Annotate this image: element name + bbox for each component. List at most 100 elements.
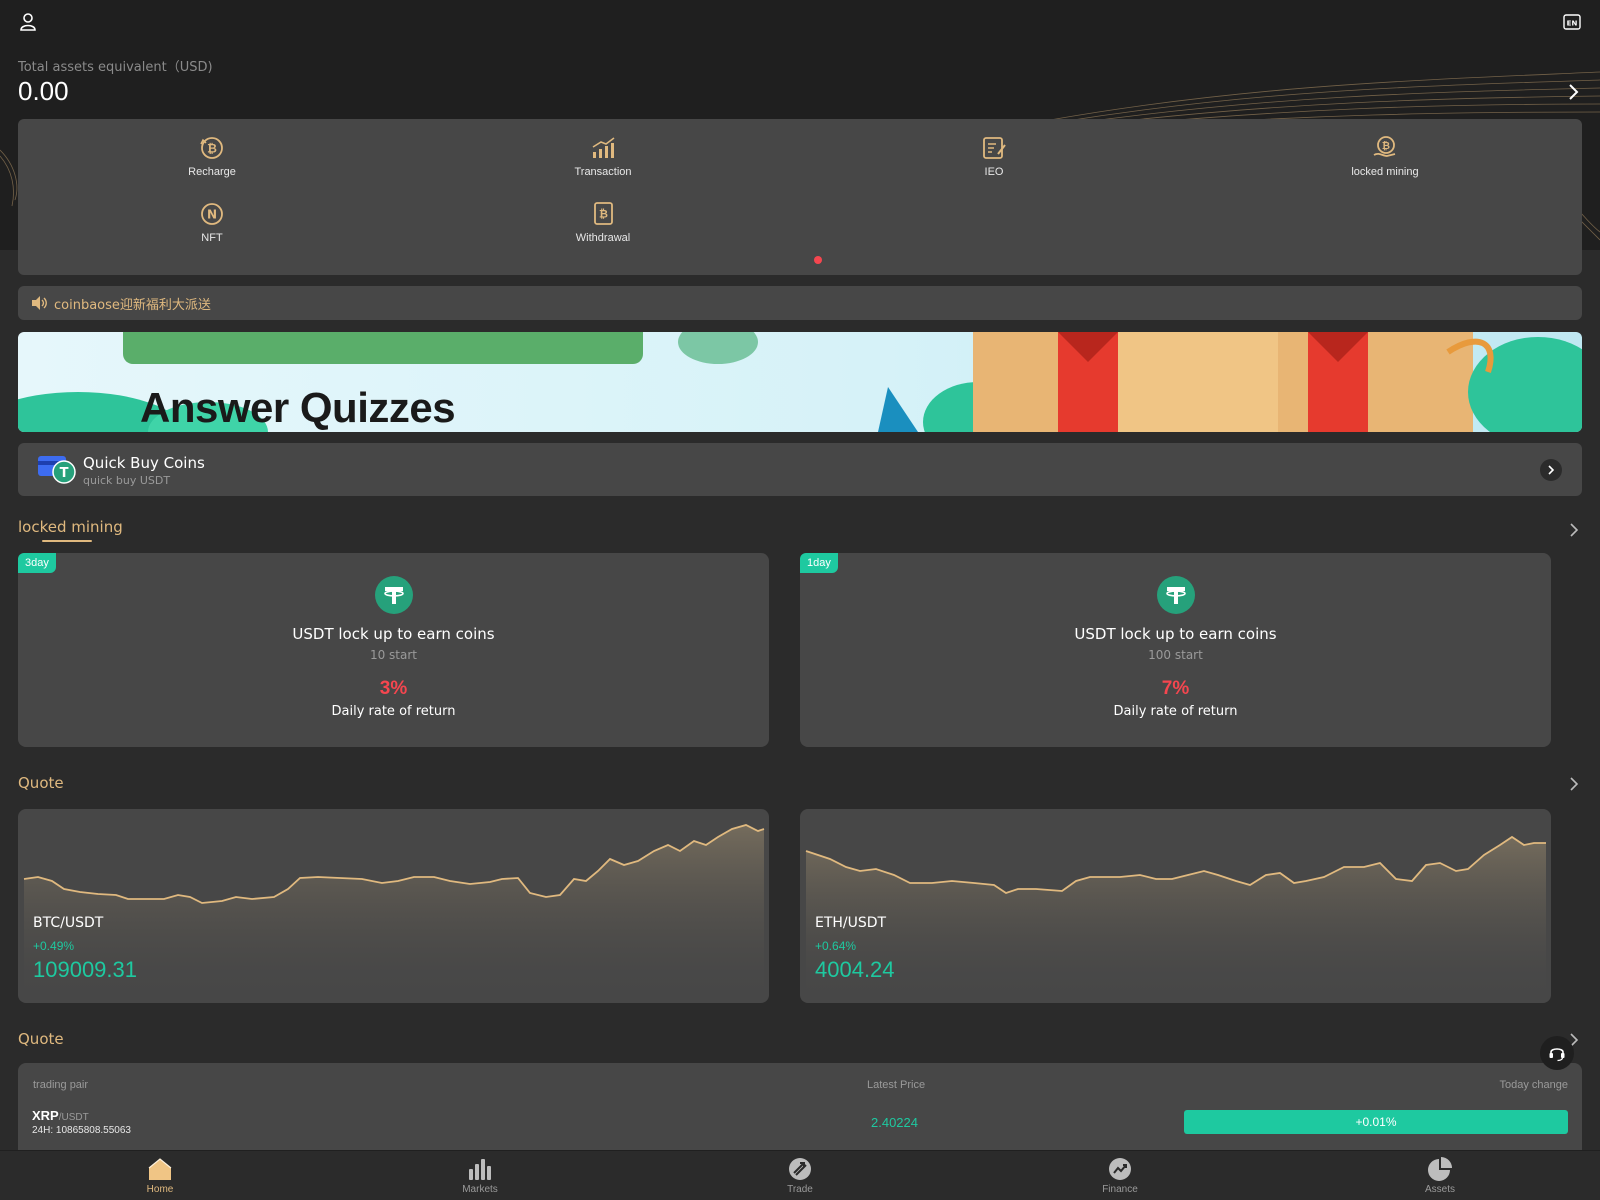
svg-text:₿: ₿ xyxy=(207,142,217,156)
headset-icon xyxy=(1549,1048,1565,1062)
mining-title: USDT lock up to earn coins xyxy=(292,625,495,643)
bottom-tab-bar: Home Markets Trade Finance Assets xyxy=(0,1150,1600,1200)
header-today-change: Today change xyxy=(1499,1079,1569,1091)
pair-volume: 24H: 10865808.55063 xyxy=(32,1125,131,1136)
header-trading-pair: trading pair xyxy=(33,1079,89,1091)
bitcoin-cycle-icon: ₿ xyxy=(200,137,223,159)
svg-text:₿: ₿ xyxy=(599,208,608,221)
svg-text:EN: EN xyxy=(1567,20,1578,28)
tab-label: Home xyxy=(146,1184,174,1195)
tab-label: Trade xyxy=(787,1184,813,1195)
quick-actions-panel: ₿ Recharge Transaction IEO ₿ locked mini… xyxy=(18,119,1582,275)
quote-card-eth[interactable]: ETH/USDT +0.64% 4004.24 xyxy=(800,809,1551,1003)
tab-label: Assets xyxy=(1424,1184,1455,1195)
mining-rate: 7% xyxy=(1161,678,1190,699)
quick-action-ieo[interactable]: IEO xyxy=(914,134,1074,178)
quote-change: +0.49% xyxy=(33,939,75,953)
usdt-coin-icon xyxy=(1156,576,1195,614)
bitcoin-doc-icon: ₿ xyxy=(594,202,613,225)
bitcoin-hand-icon: ₿ xyxy=(1373,136,1396,157)
tab-assets[interactable]: Assets xyxy=(1400,1155,1480,1195)
section-underline xyxy=(42,540,92,542)
quick-action-label: IEO xyxy=(984,166,1004,178)
quote-pair: BTC/USDT xyxy=(33,915,104,931)
chart-trend-icon xyxy=(592,137,615,158)
duration-badge: 3day xyxy=(18,553,56,573)
quick-action-withdrawal[interactable]: ₿ Withdrawal xyxy=(523,200,683,244)
assets-value: 0.00 xyxy=(18,76,69,106)
quick-action-nft[interactable]: N NFT xyxy=(132,200,292,244)
language-icon[interactable]: EN xyxy=(1560,10,1584,34)
pie-chart-icon xyxy=(1428,1157,1452,1181)
quick-buy-title: Quick Buy Coins xyxy=(83,454,205,472)
usdt-coin-icon xyxy=(374,576,413,614)
mining-rate-label: Daily rate of return xyxy=(1113,704,1238,719)
quote-price: 109009.31 xyxy=(33,957,137,982)
mining-rate: 3% xyxy=(379,678,408,699)
quick-action-label: Transaction xyxy=(574,166,632,178)
chevron-right-icon[interactable] xyxy=(1540,459,1562,481)
tab-markets[interactable]: Markets xyxy=(440,1155,520,1195)
sparkline-eth xyxy=(805,835,1546,1003)
finance-icon xyxy=(1109,1158,1131,1180)
tab-finance[interactable]: Finance xyxy=(1080,1155,1160,1195)
sparkline-btc xyxy=(23,824,765,1003)
quick-buy-subtitle: quick buy USDT xyxy=(83,474,171,487)
chevron-right-icon[interactable] xyxy=(1566,82,1582,102)
pair-base: XRP xyxy=(32,1108,59,1123)
pair-quote: /USDT xyxy=(58,1112,89,1123)
nft-coin-icon: N xyxy=(201,203,223,225)
section-title-quote: Quote xyxy=(18,774,64,792)
notice-text: coinbaose迎新福利大派送 xyxy=(54,297,211,313)
svg-text:₿: ₿ xyxy=(1382,140,1390,152)
tab-home[interactable]: Home xyxy=(120,1155,200,1195)
banner-title: Answer Quizzes xyxy=(140,384,456,431)
customer-support-button[interactable] xyxy=(1540,1036,1574,1070)
pair-price: 2.40224 xyxy=(871,1115,918,1130)
banner-artwork xyxy=(18,332,1582,432)
quote-card-btc[interactable]: BTC/USDT +0.49% 109009.31 xyxy=(18,809,769,1003)
promo-banner[interactable]: Answer Quizzes xyxy=(18,332,1582,432)
header-latest-price: Latest Price xyxy=(867,1079,926,1091)
chevron-right-icon[interactable] xyxy=(1568,776,1580,792)
home-icon xyxy=(148,1158,172,1180)
section-title-locked-mining: locked mining xyxy=(18,518,123,536)
tab-label: Finance xyxy=(1102,1184,1138,1195)
duration-badge: 1day xyxy=(800,553,838,573)
mining-card[interactable]: 1day USDT lock up to earn coins 100 star… xyxy=(800,553,1551,747)
svg-text:N: N xyxy=(207,208,217,222)
mining-start: 100 start xyxy=(1148,648,1203,662)
quick-action-transaction[interactable]: Transaction xyxy=(523,134,683,178)
mining-card[interactable]: 3day USDT lock up to earn coins 10 start… xyxy=(18,553,769,747)
quote-price: 4004.24 xyxy=(815,957,895,982)
tab-label: Markets xyxy=(462,1184,498,1195)
user-icon[interactable] xyxy=(16,10,40,34)
assets-label: Total assets equivalent（USD) xyxy=(18,60,213,75)
svg-text:T: T xyxy=(60,466,69,481)
trade-icon xyxy=(789,1158,811,1180)
quick-action-label: NFT xyxy=(201,232,223,244)
quote-pair: ETH/USDT xyxy=(815,915,887,931)
mining-start: 10 start xyxy=(369,648,418,662)
quick-buy-card[interactable]: T Quick Buy Coins quick buy USDT xyxy=(18,443,1582,496)
section-title-quote-table: Quote xyxy=(18,1030,64,1048)
quote-table: trading pair Latest Price Today change X… xyxy=(18,1063,1582,1153)
pager-dot[interactable] xyxy=(814,256,822,264)
chevron-right-icon[interactable] xyxy=(1568,1032,1580,1048)
quote-change: +0.64% xyxy=(815,939,857,953)
usdt-card-icon: T xyxy=(38,456,76,484)
notice-bar[interactable]: coinbaose迎新福利大派送 xyxy=(18,286,1582,320)
speaker-icon xyxy=(32,296,47,310)
document-pen-icon xyxy=(983,137,1006,159)
quick-action-locked-mining[interactable]: ₿ locked mining xyxy=(1305,134,1465,178)
mining-rate-label: Daily rate of return xyxy=(331,704,456,719)
pair-change-badge: +0.01% xyxy=(1184,1110,1568,1134)
quick-action-label: Recharge xyxy=(188,166,236,178)
tab-trade[interactable]: Trade xyxy=(760,1155,840,1195)
mining-title: USDT lock up to earn coins xyxy=(1074,625,1277,643)
bar-chart-icon xyxy=(469,1159,491,1180)
quick-action-label: locked mining xyxy=(1351,166,1419,178)
chevron-right-icon[interactable] xyxy=(1568,522,1580,538)
quick-action-label: Withdrawal xyxy=(575,232,631,244)
quick-action-recharge[interactable]: ₿ Recharge xyxy=(132,134,292,178)
